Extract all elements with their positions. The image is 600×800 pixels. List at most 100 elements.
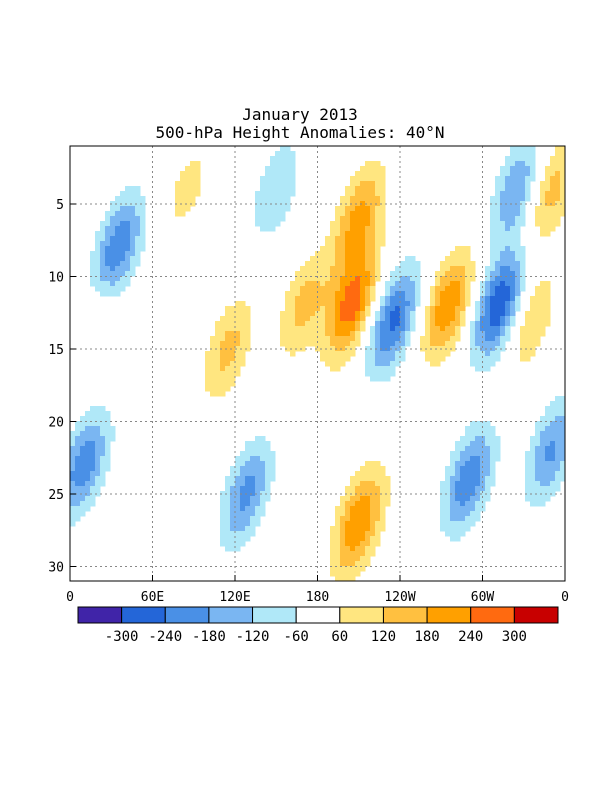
anomaly-cell [290,351,296,357]
anomaly-cell [110,286,116,292]
anomaly-cell [70,451,76,457]
anomaly-cell [345,186,351,192]
anomaly-cell [305,296,311,302]
anomaly-cell [300,326,306,332]
anomaly-cell [350,566,356,572]
anomaly-cell [290,156,296,162]
anomaly-cell [325,241,331,247]
anomaly-cell [450,511,456,517]
anomaly-cell [510,286,516,292]
anomaly-cell [295,301,301,307]
anomaly-cell [460,516,466,522]
anomaly-cell [495,356,501,362]
anomaly-cell [260,466,266,472]
anomaly-cell [340,341,346,347]
anomaly-cell [365,556,371,562]
anomaly-cell [300,296,306,302]
anomaly-cell [435,276,441,282]
anomaly-cell [105,416,111,422]
anomaly-cell [235,371,241,377]
anomaly-cell [560,406,565,412]
anomaly-cell [355,531,361,537]
anomaly-cell [440,336,446,342]
anomaly-cell [370,526,376,532]
anomaly-cell [470,471,476,477]
anomaly-cell [545,286,551,292]
anomaly-cell [545,411,551,417]
anomaly-cell [410,306,416,312]
anomaly-cell [295,286,301,292]
anomaly-cell [515,171,521,177]
anomaly-cell [220,381,226,387]
anomaly-cell [445,331,451,337]
anomaly-cell [315,321,321,327]
anomaly-cell [370,281,376,287]
anomaly-cell [205,351,211,357]
anomaly-cell [560,411,565,417]
anomaly-cell [335,561,341,567]
colorbar: -300 -240 -180 -120 -60 60 120 180 240 300 [77,606,559,645]
anomaly-cell [230,471,236,477]
anomaly-cell [380,181,386,187]
anomaly-cell [495,236,501,242]
anomaly-cell [315,251,321,257]
anomaly-cell [460,271,466,277]
anomaly-cell [530,461,536,467]
anomaly-cell [495,451,501,457]
anomaly-cell [405,291,411,297]
anomaly-cell [535,221,541,227]
anomaly-cell [445,476,451,482]
anomaly-cell [135,226,141,232]
anomaly-cell [410,271,416,277]
anomaly-cell [470,341,476,347]
anomaly-cell [250,531,256,537]
anomaly-cell [295,306,301,312]
anomaly-cell [560,156,565,162]
anomaly-cell [460,511,466,517]
anomaly-cell [230,496,236,502]
anomaly-cell [495,296,501,302]
anomaly-cell [355,556,361,562]
anomaly-cell [350,346,356,352]
anomaly-cell [105,446,111,452]
anomaly-cell [560,476,565,482]
anomaly-cell [495,176,501,182]
anomaly-cell [320,321,326,327]
anomaly-cell [450,336,456,342]
anomaly-cell [540,216,546,222]
anomaly-cell [90,481,96,487]
anomaly-cell [230,336,236,342]
anomaly-cell [360,241,366,247]
anomaly-cell [75,466,81,472]
anomaly-cell [80,441,86,447]
anomaly-cell [315,306,321,312]
anomaly-cell [270,226,276,232]
anomaly-cell [235,326,241,332]
anomaly-cell [465,286,471,292]
anomaly-cell [545,486,551,492]
anomaly-cell [85,446,91,452]
anomaly-cell [430,296,436,302]
anomaly-cell [210,341,216,347]
anomaly-cell [485,326,491,332]
anomaly-cell [410,321,416,327]
anomaly-cell [110,201,116,207]
anomaly-cell [480,366,486,372]
anomaly-cell [480,421,486,427]
anomaly-cell [550,176,556,182]
anomaly-cell [215,321,221,327]
anomaly-cell [285,341,291,347]
anomaly-cell [350,206,356,212]
anomaly-cell [290,161,296,167]
anomaly-cell [440,356,446,362]
anomaly-cell [80,471,86,477]
anomaly-cell [405,331,411,337]
anomaly-cell [390,271,396,277]
anomaly-cell [430,326,436,332]
anomaly-cell [95,461,101,467]
anomaly-cell [80,501,86,507]
anomaly-cell [555,421,561,427]
anomaly-cell [520,191,526,197]
anomaly-cell [455,281,461,287]
anomaly-cell [545,476,551,482]
